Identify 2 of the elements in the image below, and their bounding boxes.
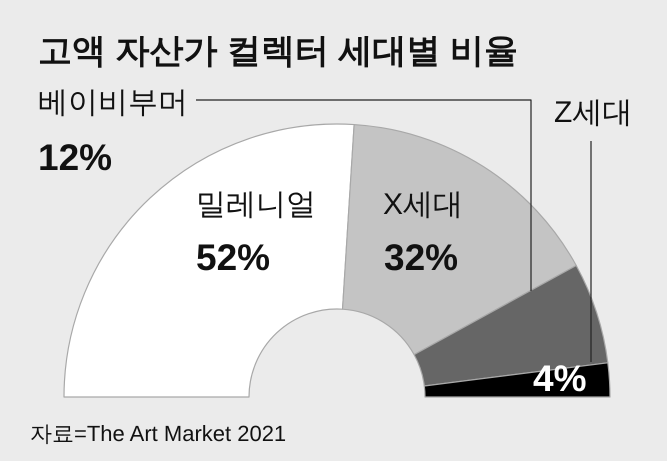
annotation: 자료=The Art Market 2021 (30, 421, 286, 446)
title: 고액 자산가 컬렉터 세대별 비율 (38, 32, 518, 70)
